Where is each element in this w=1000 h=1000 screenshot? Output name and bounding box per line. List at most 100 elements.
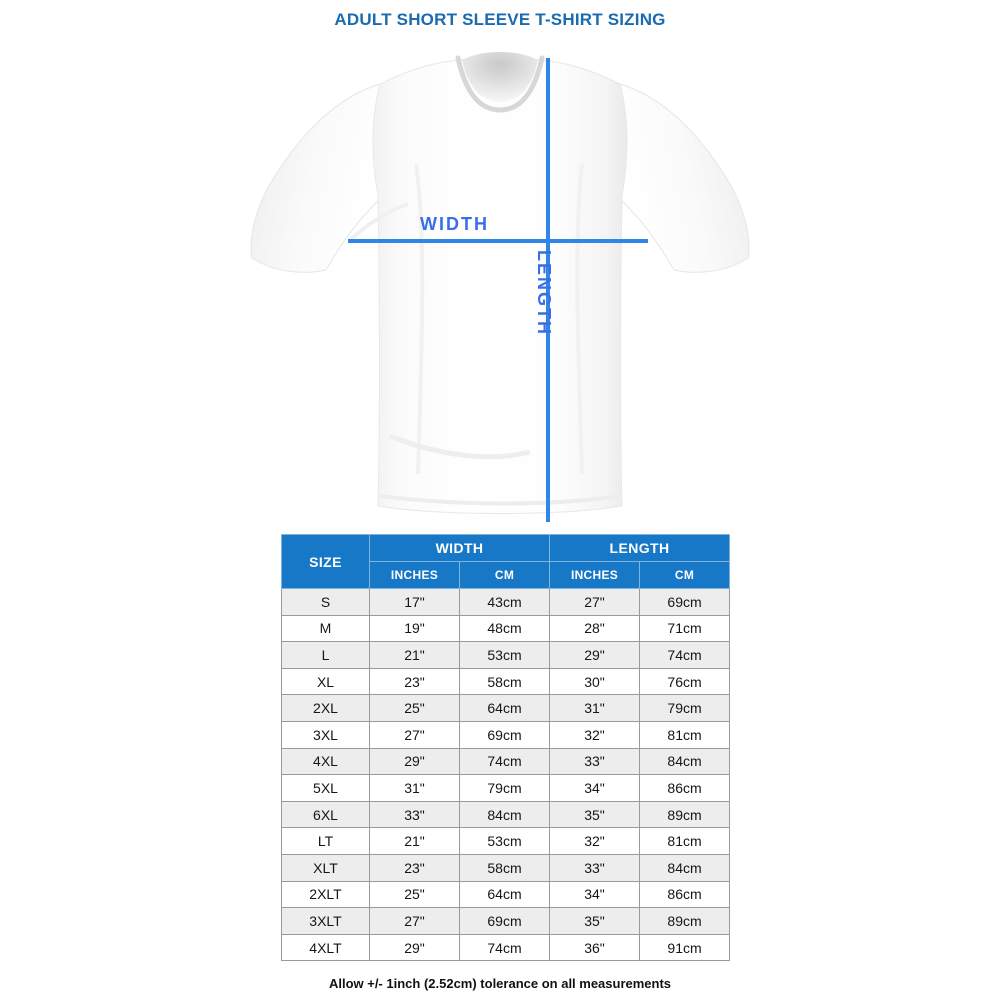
header-length-cm: CM [639,561,731,589]
cell-width-inches: 21" [369,641,460,669]
table-row: XLT 23" 58cm 33" 84cm [281,853,731,882]
cell-width-inches: 27" [369,907,460,935]
cell-width-inches: 19" [369,614,460,643]
cell-length-inches: 36" [549,933,641,962]
cell-width-cm: 43cm [458,588,551,616]
cell-length-inches: 29" [549,641,641,669]
table-row: XL 23" 58cm 30" 76cm [281,667,731,696]
cell-width-inches: 17" [369,588,460,616]
table-row: 4XLT 29" 74cm 36" 91cm [281,933,731,962]
cell-width-cm: 74cm [458,933,551,962]
cell-length-cm: 86cm [639,774,731,802]
cell-size: 2XL [281,694,370,722]
header-width-inches: INCHES [369,561,460,589]
table-row: 3XL 27" 69cm 32" 81cm [281,720,731,749]
cell-length-cm: 84cm [639,853,731,882]
table-header: SIZE WIDTH LENGTH INCHES CM INCHES CM [281,534,731,589]
cell-length-inches: 32" [549,827,641,855]
cell-length-inches: 34" [549,774,641,802]
width-measure-line [348,239,648,243]
cell-width-cm: 64cm [458,694,551,722]
header-length-inches: INCHES [549,561,641,589]
cell-size: 4XL [281,747,370,776]
table-body: S 17" 43cm 27" 69cm M 19" 48cm 28" 71cm L 21" 53cm 29… [281,588,731,962]
header-length: LENGTH [549,534,731,562]
tshirt-illustration: WIDTH LENGTH [230,44,770,524]
cell-width-cm: 84cm [458,800,551,829]
cell-size: 6XL [281,800,370,829]
table-row: LT 21" 53cm 32" 81cm [281,827,731,855]
cell-width-inches: 25" [369,694,460,722]
cell-width-cm: 53cm [458,641,551,669]
length-measure-line [546,58,550,522]
cell-length-cm: 69cm [639,588,731,616]
cell-size: LT [281,827,370,855]
width-label: WIDTH [420,214,489,234]
cell-width-cm: 69cm [458,720,551,749]
cell-length-inches: 34" [549,880,641,909]
cell-width-cm: 58cm [458,667,551,696]
cell-size: L [281,641,370,669]
cell-width-inches: 27" [369,720,460,749]
table-row: S 17" 43cm 27" 69cm [281,588,731,616]
cell-length-cm: 81cm [639,720,731,749]
table-row: 2XLT 25" 64cm 34" 86cm [281,880,731,909]
cell-size: XL [281,667,370,696]
cell-width-cm: 48cm [458,614,551,643]
cell-length-cm: 86cm [639,880,731,909]
tshirt-graphic [250,52,750,514]
cell-length-cm: 71cm [639,614,731,643]
cell-width-cm: 69cm [458,907,551,935]
cell-size: XLT [281,853,370,882]
table-row: 6XL 33" 84cm 35" 89cm [281,800,731,829]
cell-width-cm: 64cm [458,880,551,909]
cell-length-cm: 89cm [639,907,731,935]
table-row: 5XL 31" 79cm 34" 86cm [281,774,731,802]
table-row: 2XL 25" 64cm 31" 79cm [281,694,731,722]
cell-length-cm: 81cm [639,827,731,855]
cell-width-inches: 33" [369,800,460,829]
cell-size: 2XLT [281,880,370,909]
cell-length-inches: 31" [549,694,641,722]
cell-width-inches: 29" [369,933,460,962]
table-row: 4XL 29" 74cm 33" 84cm [281,747,731,776]
cell-length-inches: 35" [549,907,641,935]
cell-length-cm: 84cm [639,747,731,776]
table-row: 3XLT 27" 69cm 35" 89cm [281,907,731,935]
cell-length-inches: 30" [549,667,641,696]
cell-width-inches: 23" [369,667,460,696]
cell-width-inches: 29" [369,747,460,776]
header-width-cm: CM [458,561,551,589]
cell-length-inches: 27" [549,588,641,616]
header-width: WIDTH [368,534,551,562]
cell-size: 3XL [281,720,370,749]
cell-length-cm: 76cm [639,667,731,696]
page-title: ADULT SHORT SLEEVE T-SHIRT SIZING [334,10,666,29]
cell-length-cm: 74cm [639,641,731,669]
cell-length-cm: 79cm [639,694,731,722]
cell-length-inches: 28" [549,614,641,643]
cell-width-inches: 23" [369,853,460,882]
cell-width-cm: 79cm [458,774,551,802]
length-label: LENGTH [534,250,554,336]
header-size: SIZE [281,534,370,589]
tolerance-note: Allow +/- 1inch (2.52cm) tolerance on al… [328,976,672,991]
table-row: M 19" 48cm 28" 71cm [281,614,731,643]
cell-length-cm: 91cm [639,933,731,962]
cell-width-cm: 53cm [458,827,551,855]
cell-size: M [281,614,370,643]
cell-size: 4XLT [281,933,370,962]
cell-length-inches: 32" [549,720,641,749]
table-row: L 21" 53cm 29" 74cm [281,641,731,669]
cell-size: S [281,588,370,616]
cell-width-inches: 25" [369,880,460,909]
cell-size: 5XL [281,774,370,802]
cell-size: 3XLT [281,907,370,935]
cell-width-cm: 58cm [458,853,551,882]
cell-length-inches: 33" [549,853,641,882]
cell-width-cm: 74cm [458,747,551,776]
cell-width-inches: 31" [369,774,460,802]
cell-width-inches: 21" [369,827,460,855]
cell-length-inches: 33" [549,747,641,776]
